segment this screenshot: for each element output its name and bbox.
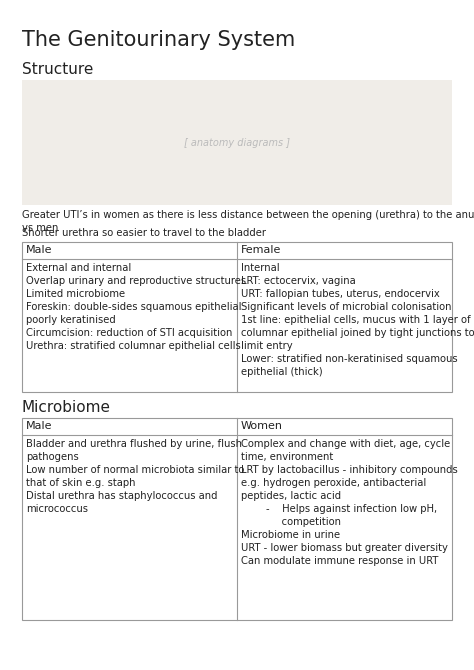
Text: Greater UTI’s in women as there is less distance between the opening (urethra) t: Greater UTI’s in women as there is less … [22, 210, 474, 232]
Bar [22, 418, 452, 620]
Text: Women: Women [241, 421, 283, 431]
Text: Male: Male [26, 421, 53, 431]
Text: Internal
LRT: ectocervix, vagina
URT: fallopian tubes, uterus, endocervix
Signif: Internal LRT: ectocervix, vagina URT: fa… [241, 263, 474, 377]
Text: Microbiome: Microbiome [22, 400, 111, 415]
Bar [22, 80, 452, 205]
Text: Shorter urethra so easier to travel to the bladder: Shorter urethra so easier to travel to t… [22, 228, 266, 238]
Text: External and internal
Overlap urinary and reproductive structures
Limited microb: External and internal Overlap urinary an… [26, 263, 246, 351]
Text: The Genitourinary System: The Genitourinary System [22, 30, 295, 50]
Bar [22, 242, 452, 392]
Text: Bladder and urethra flushed by urine, flush
pathogens
Low number of normal micro: Bladder and urethra flushed by urine, fl… [26, 439, 245, 514]
Text: [ anatomy diagrams ]: [ anatomy diagrams ] [184, 137, 290, 147]
Text: Female: Female [241, 245, 282, 255]
Text: Male: Male [26, 245, 53, 255]
Text: Structure: Structure [22, 62, 93, 77]
Text: Complex and change with diet, age, cycle
time, environment
LRT by lactobacillus : Complex and change with diet, age, cycle… [241, 439, 458, 566]
